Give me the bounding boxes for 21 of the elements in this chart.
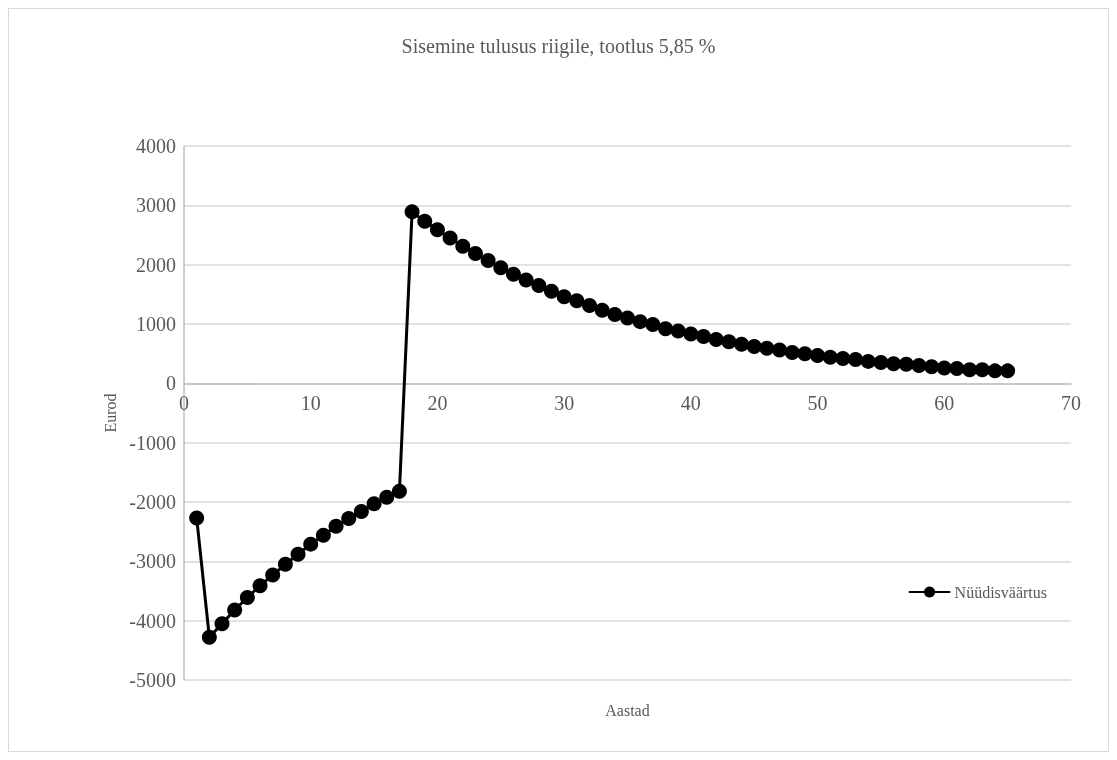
x-tick-label: 60 [934, 392, 955, 415]
y-axis-title: Eurod [101, 393, 119, 433]
y-tick-label: -1000 [129, 431, 176, 454]
y-tick-label: -4000 [129, 609, 176, 632]
legend-label: Nüüdisväärtus [954, 583, 1048, 601]
y-tick-label: 4000 [136, 135, 176, 157]
x-tick-label: 40 [680, 392, 701, 415]
y-tick-label: 3000 [136, 194, 176, 217]
x-axis-title: Aastad [605, 701, 650, 719]
x-tick-label: 10 [300, 392, 321, 415]
x-tick-label: 30 [554, 392, 575, 415]
y-tick-label: 1000 [136, 313, 176, 335]
y-tick-label: 0 [166, 372, 176, 395]
y-tick-label: -2000 [129, 491, 176, 513]
x-tick-label: 50 [807, 392, 828, 415]
chart-title: Sisemine tulusus riigile, tootlus 5,85 % [401, 35, 716, 58]
y-tick-label: -3000 [129, 550, 176, 573]
y-tick-label: 2000 [136, 253, 176, 276]
x-tick-label: 20 [427, 392, 448, 415]
y-tick-label: -5000 [129, 669, 176, 691]
x-tick-label: 70 [1061, 392, 1081, 415]
